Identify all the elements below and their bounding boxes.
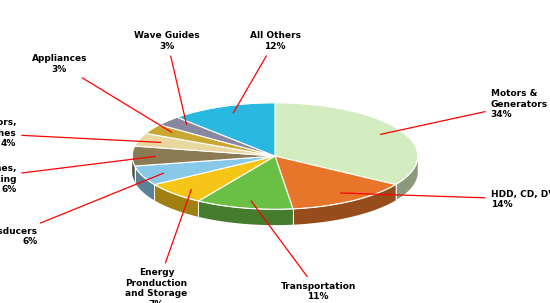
Polygon shape [395, 157, 418, 200]
Text: Energy
Pronduction
and Storage
7%: Energy Pronduction and Storage 7% [125, 190, 191, 303]
Polygon shape [177, 103, 275, 156]
Text: Transportation
11%: Transportation 11% [251, 201, 356, 301]
Polygon shape [160, 117, 275, 156]
Polygon shape [132, 156, 135, 182]
Text: Drives, Clutches,
Braking
6%: Drives, Clutches, Braking 6% [0, 156, 155, 194]
Polygon shape [146, 125, 275, 156]
Polygon shape [155, 185, 199, 217]
Polygon shape [275, 156, 395, 209]
Polygon shape [199, 201, 293, 225]
Polygon shape [132, 146, 275, 166]
Polygon shape [275, 103, 418, 185]
Polygon shape [199, 156, 293, 209]
Text: Appliances
3%: Appliances 3% [32, 54, 172, 132]
Text: Motors &
Generators
34%: Motors & Generators 34% [381, 89, 548, 135]
Text: Relays,Sensors,
Switches
4%: Relays,Sensors, Switches 4% [0, 118, 161, 148]
Text: Wave Guides
3%: Wave Guides 3% [134, 31, 200, 125]
Polygon shape [293, 185, 395, 225]
Text: All Others
12%: All Others 12% [233, 31, 300, 113]
Text: Transducers
6%: Transducers 6% [0, 173, 163, 246]
Polygon shape [135, 166, 155, 200]
Polygon shape [135, 156, 275, 185]
Polygon shape [135, 133, 275, 156]
Polygon shape [155, 156, 275, 201]
Text: HDD, CD, DVD
14%: HDD, CD, DVD 14% [340, 189, 550, 209]
